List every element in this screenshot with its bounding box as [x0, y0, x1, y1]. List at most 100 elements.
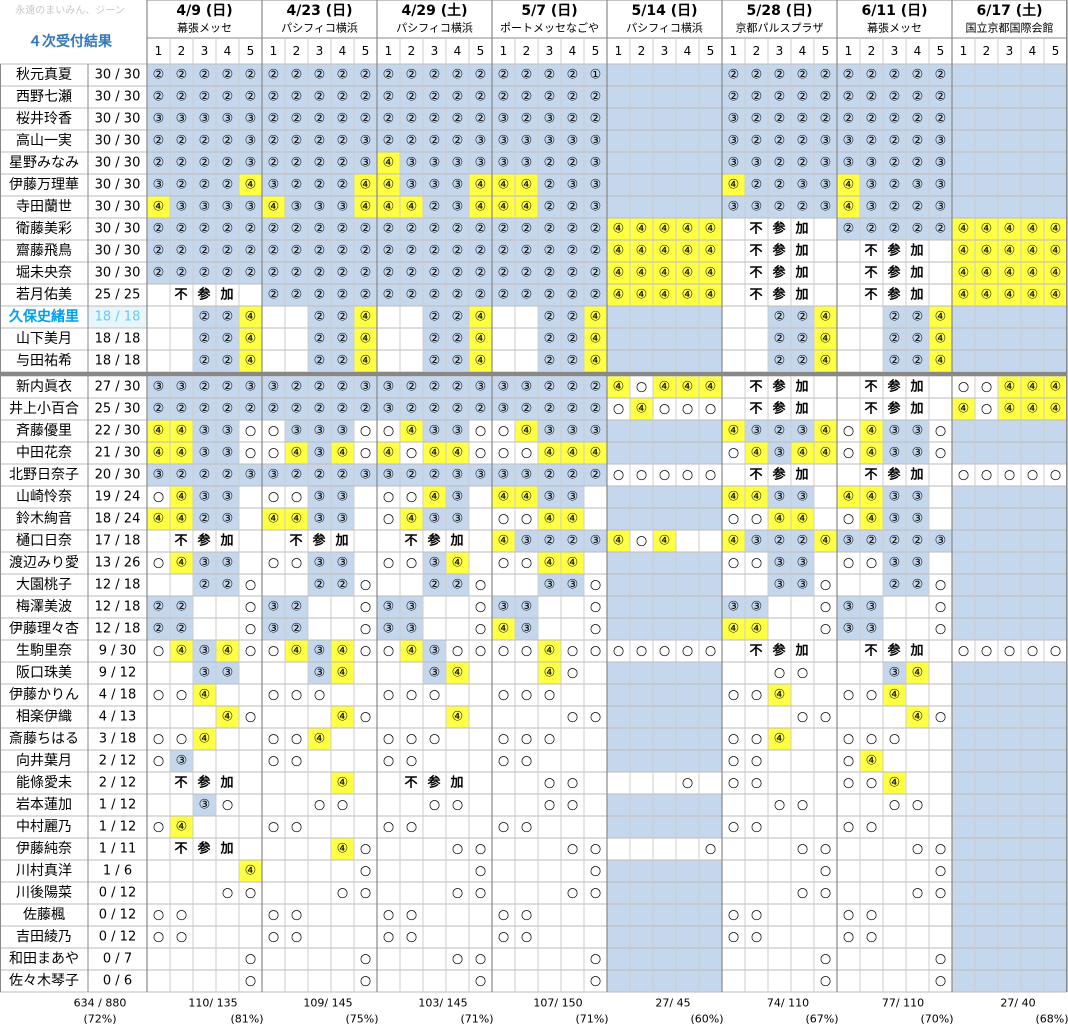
slot-cell: ○ — [912, 798, 923, 813]
slot-cell: ④ — [406, 512, 418, 527]
slot-cell: ② — [475, 68, 487, 83]
sold-cell-bg — [446, 420, 469, 442]
slot-cell: ○ — [567, 710, 578, 725]
slot-cell: ② — [314, 112, 326, 127]
slot-cell: ③ — [268, 622, 280, 637]
sold-cell-bg — [285, 284, 308, 306]
slot-cell: ○ — [866, 820, 877, 835]
slot-cell: ② — [383, 244, 395, 259]
sold-cell-bg — [860, 130, 883, 152]
slot-cell: ② — [337, 402, 349, 417]
member-name: 樋口日奈 — [16, 533, 72, 549]
sold-cell-bg — [216, 262, 239, 284]
slot-cell: ④ — [383, 156, 395, 171]
slot-cell: ② — [475, 112, 487, 127]
slot-cell: ④ — [452, 710, 464, 725]
sold-cell-bg — [331, 240, 354, 262]
slot-cell: ② — [544, 68, 556, 83]
sold-cell-bg — [193, 130, 216, 152]
slot-cell: ② — [452, 266, 464, 281]
slot-cell: ③ — [843, 622, 855, 637]
sold-cell-bg — [515, 398, 538, 420]
sold-cell-bg — [285, 420, 308, 442]
sold-cell-bg — [331, 64, 354, 86]
member-name: 桜井玲香 — [16, 111, 72, 127]
member-count: 30 / 30 — [95, 200, 141, 215]
sold-cell-bg — [446, 574, 469, 596]
slot-cell: ② — [567, 244, 579, 259]
sold-cell-bg — [837, 152, 860, 174]
event-venue: 幕張メッセ — [177, 21, 232, 35]
sold-cell-bg — [193, 464, 216, 486]
member-count: 0 / 12 — [99, 886, 136, 901]
sold-cell-bg — [423, 240, 446, 262]
hit-cell-bg — [331, 640, 354, 662]
slot-label: 3 — [431, 44, 439, 58]
slot-cell: ② — [314, 68, 326, 83]
slot-cell: ○ — [268, 820, 279, 835]
sold-cell-bg — [308, 196, 331, 218]
hit-cell-bg — [262, 508, 285, 530]
sold-cell-bg — [515, 218, 538, 240]
slot-cell: ○ — [360, 424, 371, 439]
slot-cell: ④ — [245, 178, 257, 193]
empty-event-block — [607, 684, 722, 706]
empty-event-block — [607, 706, 722, 728]
slot-cell: ② — [337, 90, 349, 105]
slot-cell: ② — [153, 600, 165, 615]
member-name: 伊藤万理華 — [9, 177, 79, 193]
slot-cell: ○ — [406, 820, 417, 835]
event-date: 4/29 (土) — [401, 2, 467, 19]
hit-cell-bg — [147, 508, 170, 530]
hit-cell-bg — [515, 174, 538, 196]
slot-cell: ④ — [475, 332, 487, 347]
slot-cell: ② — [337, 332, 349, 347]
sold-cell-bg — [423, 306, 446, 328]
slot-cell: ② — [199, 222, 211, 237]
slot-cell: ④ — [337, 710, 349, 725]
slot-cell: ② — [590, 266, 602, 281]
slot-cell: ④ — [682, 380, 694, 395]
slot-cell: ○ — [475, 886, 486, 901]
slot-cell: ④ — [659, 222, 671, 237]
hit-cell-bg — [1044, 262, 1067, 284]
not-attending-text: 参 — [887, 379, 901, 395]
slot-cell: ④ — [728, 622, 740, 637]
slot-cell: ② — [567, 288, 579, 303]
slot-cell: ○ — [360, 974, 371, 989]
slot-cell: ○ — [475, 600, 486, 615]
sold-cell-bg — [423, 108, 446, 130]
slot-cell: ③ — [820, 134, 832, 149]
slot-cell: ② — [268, 244, 280, 259]
slot-cell: ③ — [406, 600, 418, 615]
sold-cell-bg — [492, 152, 515, 174]
slot-cell: ○ — [935, 952, 946, 967]
sold-cell-bg — [354, 376, 377, 398]
slot-cell: ④ — [314, 732, 326, 747]
slot-cell: ○ — [360, 578, 371, 593]
slot-cell: ○ — [383, 820, 394, 835]
slot-cell: ② — [889, 354, 901, 369]
sold-cell-bg — [883, 218, 906, 240]
sold-cell-bg — [354, 398, 377, 420]
hit-cell-bg — [952, 218, 975, 240]
sold-cell-bg — [400, 174, 423, 196]
event-percent: (70%) — [920, 1013, 953, 1026]
sold-cell-bg — [860, 596, 883, 618]
sold-cell-bg — [147, 464, 170, 486]
slot-cell: ○ — [590, 622, 601, 637]
slot-cell: ③ — [452, 424, 464, 439]
sold-cell-bg — [906, 574, 929, 596]
sold-cell-bg — [193, 350, 216, 372]
slot-cell: ④ — [337, 776, 349, 791]
sold-cell-bg — [216, 508, 239, 530]
sold-cell-bg — [837, 130, 860, 152]
slot-cell: ② — [774, 424, 786, 439]
slot-cell: ② — [222, 244, 234, 259]
slot-cell: ② — [199, 578, 211, 593]
sold-cell-bg — [285, 64, 308, 86]
hit-cell-bg — [975, 240, 998, 262]
slot-cell: ② — [245, 402, 257, 417]
slot-cell: ② — [567, 68, 579, 83]
slot-cell: ② — [452, 380, 464, 395]
